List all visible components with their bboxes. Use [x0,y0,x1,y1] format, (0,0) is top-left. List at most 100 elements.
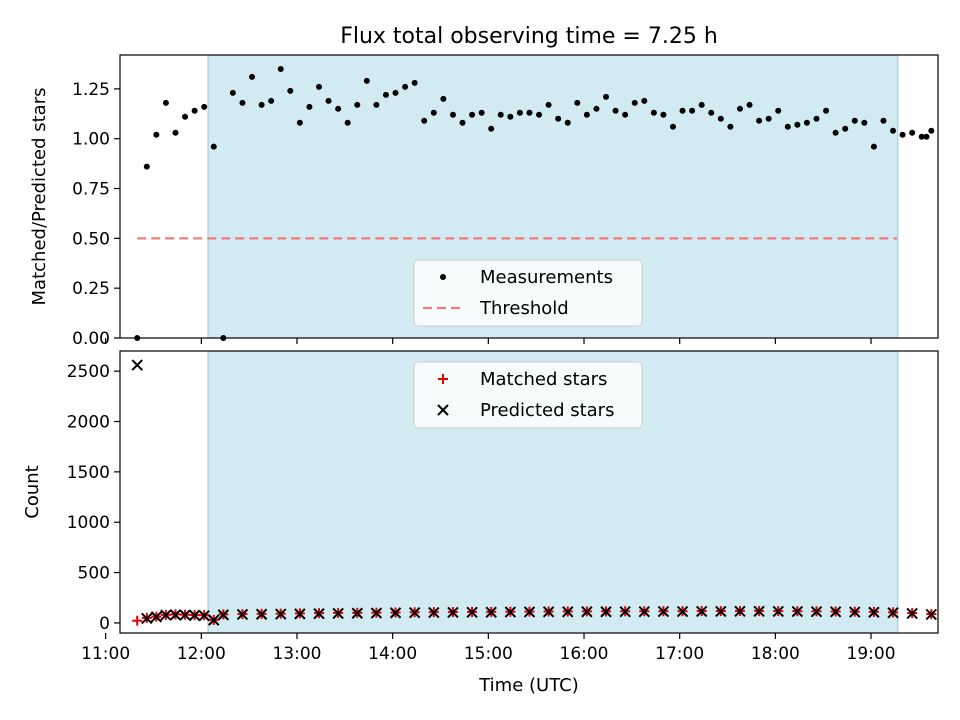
measurement-point [708,109,715,116]
predicted-star-mark-b [715,605,727,618]
measurement-point [823,107,830,114]
predicted-star-mark-b [208,614,220,626]
measurement-point [210,143,217,150]
predicted-star-mark-b [150,611,163,623]
predicted-star-point [523,606,536,618]
predicted-star-point [198,609,210,622]
predicted-star-point [562,606,574,618]
measurement-point [469,111,476,118]
predicted-star-point [217,609,230,621]
measurement-point [756,117,763,124]
measurement-point [765,115,772,122]
predicted-star-point [188,609,201,622]
measurement-point [861,119,868,126]
measurement-point [421,117,428,124]
measurement-point [344,119,351,126]
predicted-star-point [810,605,823,618]
measurement-point [306,103,313,110]
matched-star-point [132,615,143,626]
x-tick-label: 18:00 [751,644,800,664]
measurement-point [526,109,533,116]
measurement-point [832,129,839,136]
predicted-star-point [715,605,727,618]
measurement-point [325,97,332,104]
measurement-point [201,103,208,110]
predicted-star-mark-b [906,607,918,620]
predicted-star-mark-b [562,606,574,618]
predicted-star-mark-b [255,608,268,620]
y-tick-label: 2500 [67,362,110,382]
predicted-star-point [619,605,631,618]
predicted-star-point [581,606,593,618]
predicted-star-mark-b [131,359,143,371]
predicted-star-mark-b [925,608,938,621]
y-tick-label: 1000 [67,513,110,533]
predicted-star-mark-b [275,608,287,620]
predicted-star-point [141,612,153,625]
predicted-star-point [294,608,306,620]
measurement-point [564,119,571,126]
predicted-star-mark-b [753,605,765,618]
y-tick-label: 500 [78,564,110,584]
y-axis-label: Count [22,465,43,518]
measurement-point [430,109,437,116]
predicted-star-mark-b [829,606,842,618]
measurement-point [239,99,246,106]
predicted-star-point [275,608,287,620]
measurement-point [928,127,935,134]
measurement-point [153,131,160,138]
measurement-point [516,109,523,116]
measurement-point [899,131,906,138]
measurement-point [182,113,189,120]
legend-measurement-marker [440,274,446,280]
predicted-star-mark-b [351,607,363,619]
predicted-star-mark-b [600,606,612,618]
top-panel: 0.00 0.25 0.50 0.75 1.00 1.25 Matched/Predicte… [29,54,939,349]
predicted-star-mark-b [504,606,517,618]
x-axis-label: Time (UTC) [478,675,579,696]
predicted-star-point [313,607,325,620]
measurement-point [229,89,236,96]
predicted-star-mark-b [294,608,306,620]
measurement-point [536,111,543,118]
legend: Measurements Threshold [413,259,643,327]
predicted-star-point [868,606,880,618]
measurement-point [373,101,380,108]
measurement-point [622,111,629,118]
measurement-point [459,119,466,126]
predicted-star-point [600,606,612,618]
predicted-star-point [447,606,459,619]
predicted-star-point [542,606,555,618]
measurement-point [392,89,399,96]
measurement-point [679,107,686,114]
predicted-star-mark-b [188,609,201,622]
y-tick-label: 1500 [67,463,110,483]
y-tick-label: 0.25 [72,279,110,299]
predicted-star-point [332,607,344,620]
measurement-point [249,73,256,80]
predicted-star-mark-b [542,606,555,618]
predicted-star-mark-b [772,605,784,618]
predicted-star-point [428,606,440,619]
predicted-star-point [849,606,861,618]
measurement-point [603,93,610,100]
measurement-point [890,127,897,134]
measurement-point [870,143,877,150]
predicted-star-point [466,606,478,619]
predicted-star-point [208,614,220,626]
predicted-star-mark-b [389,607,402,619]
measurement-point [354,101,361,108]
predicted-star-mark-b [141,612,153,625]
predicted-star-mark-b [236,608,249,621]
measurement-point [717,115,724,122]
legend-label: Matched stars [480,369,607,390]
measurement-point [851,117,858,124]
y-tick-label: 0 [99,614,110,634]
measurement-point [315,83,322,90]
predicted-star-point [887,607,899,619]
predicted-star-point [791,605,804,618]
measurement-point [641,97,648,104]
measurement-point [593,105,600,112]
measurement-point [923,133,930,140]
